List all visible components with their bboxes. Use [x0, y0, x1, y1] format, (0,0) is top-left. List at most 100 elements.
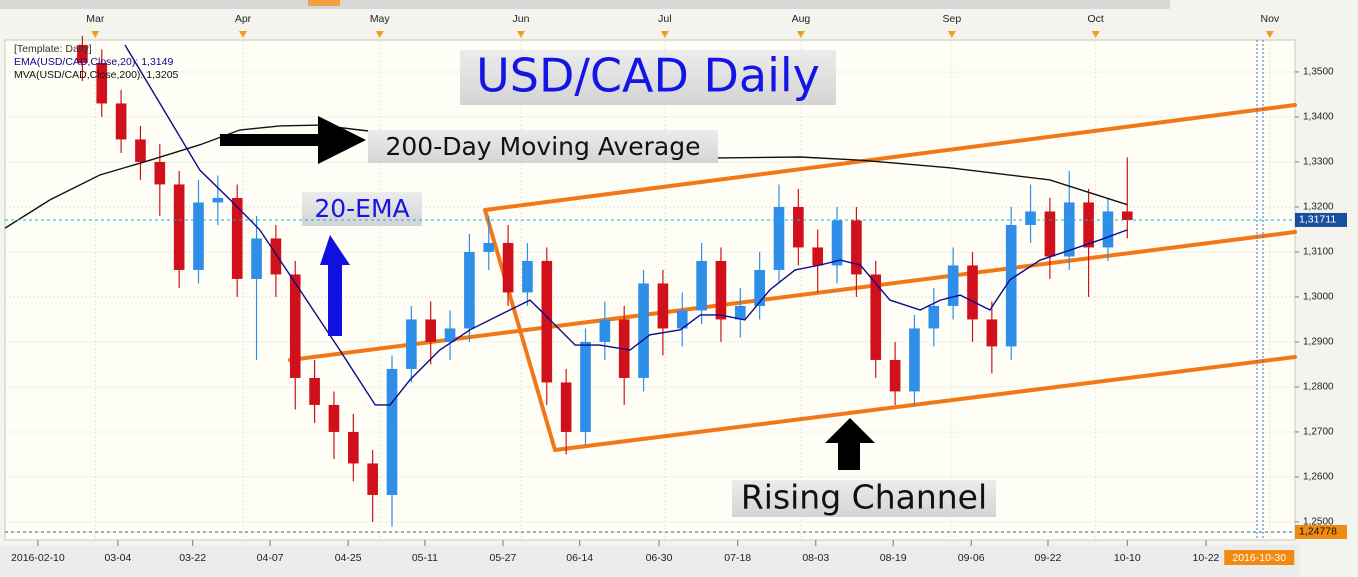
x-tick-label: 06-30 — [646, 552, 673, 564]
legend-header: [Template: Daily] — [14, 43, 92, 55]
candle-body — [1005, 224, 1017, 347]
candle-body — [135, 139, 146, 162]
plot-area — [4, 39, 1296, 541]
candle-body — [928, 305, 940, 329]
candle-body — [328, 404, 340, 432]
candle-body — [870, 274, 882, 360]
candle-body — [231, 197, 243, 279]
candle-body — [309, 377, 320, 405]
candle-body — [1083, 202, 1094, 248]
month-label: Nov — [1261, 13, 1280, 25]
channel-diagonal — [483, 208, 557, 452]
price-plot — [4, 35, 1133, 527]
y-tick-label: 1,2700 — [1303, 427, 1334, 438]
arrow — [320, 235, 350, 336]
candle-body — [464, 251, 475, 329]
cursor-date-label: 2016-10-30 — [1232, 552, 1286, 564]
month-label: May — [370, 13, 391, 25]
candle-body — [522, 260, 533, 293]
candle-body — [386, 368, 398, 495]
candle-body — [444, 328, 456, 342]
candle-body — [347, 431, 359, 464]
label-box — [368, 130, 718, 163]
candle-body — [715, 260, 727, 320]
y-tick-label: 1,3300 — [1303, 157, 1334, 168]
candle-body — [889, 359, 901, 392]
x-tick-label: 03-22 — [179, 552, 206, 564]
indicator-line — [124, 44, 1128, 406]
candle-body — [367, 463, 378, 495]
candle-body — [541, 260, 553, 383]
annotation: 200-Day Moving Average — [386, 132, 701, 161]
candle-body — [754, 269, 765, 306]
price-box — [1295, 212, 1347, 227]
y-tick-label: 1,3400 — [1303, 112, 1334, 123]
candle-body — [560, 382, 572, 432]
candle-body — [812, 247, 824, 266]
label-box — [460, 50, 836, 105]
month-label: Oct — [1088, 13, 1104, 25]
annotation: Rising Channel — [741, 478, 987, 517]
candle-body — [831, 220, 843, 266]
cursor-date-box — [1224, 550, 1295, 565]
candle-body — [851, 220, 862, 275]
x-tick-label: 09-22 — [1035, 552, 1062, 564]
x-tick-label: 10-22 — [1193, 552, 1220, 564]
month-marker — [1091, 31, 1100, 38]
chart-title: USD/CAD Daily — [476, 49, 820, 103]
month-marker — [517, 31, 525, 38]
candle-body — [676, 310, 688, 329]
arrow — [825, 418, 875, 470]
month-marker — [947, 31, 956, 38]
candle-body — [212, 197, 224, 203]
price-label: 1,24778 — [1299, 526, 1337, 538]
candle-body — [96, 62, 108, 104]
price-box — [1295, 524, 1347, 539]
candle-body — [193, 202, 204, 270]
candle-body — [773, 206, 785, 270]
candle-body — [1121, 211, 1133, 220]
annotation: 20-EMA — [314, 194, 409, 223]
month-label: Sep — [943, 13, 962, 25]
candle-body — [1044, 211, 1056, 257]
x-tick-label: 08-03 — [802, 552, 829, 564]
candle-body — [406, 319, 417, 369]
x-tick-label: 10-10 — [1114, 552, 1141, 564]
toolbar — [0, 0, 1170, 9]
candle-body — [77, 44, 88, 63]
candle-body — [580, 341, 591, 432]
y-tick-label: 1,3100 — [1303, 247, 1334, 258]
x-tick-label: 05-11 — [412, 552, 438, 564]
month-label: Apr — [235, 13, 252, 25]
y-tick-label: 1,2900 — [1303, 337, 1334, 348]
month-marker — [1265, 31, 1274, 38]
legend-entry: EMA(USD/CAD,Close,20): 1,3149 — [14, 56, 173, 68]
x-tick-label: 07-18 — [724, 552, 751, 564]
month-label: Jul — [658, 13, 671, 25]
y-tick-label: 1,3000 — [1303, 292, 1334, 303]
toolbar-marker — [308, 0, 340, 6]
candle-body — [986, 319, 998, 347]
candle-body — [967, 265, 978, 320]
x-tick-label: 04-25 — [335, 552, 362, 564]
month-label: Jun — [513, 13, 530, 25]
y-tick-label: 1,3500 — [1303, 67, 1334, 78]
x-tick-label: 09-06 — [958, 552, 985, 564]
month-label: Aug — [792, 13, 811, 25]
candle-body — [115, 103, 127, 140]
month-marker — [660, 31, 669, 38]
candle-body — [657, 283, 669, 329]
candle-body — [1102, 211, 1114, 248]
month-marker — [375, 31, 384, 38]
channel-upper — [483, 103, 1297, 212]
y-tick-label: 1,2500 — [1303, 517, 1334, 528]
candle-body — [425, 319, 437, 342]
y-tick-label: 1,2800 — [1303, 382, 1334, 393]
x-tick-label: 04-07 — [257, 552, 284, 564]
candle-body — [909, 328, 920, 392]
x-tick-label: 06-14 — [566, 552, 593, 564]
candle-body — [154, 161, 166, 185]
y-tick-label: 1,2600 — [1303, 472, 1334, 483]
x-tick-label: 2016-02-10 — [11, 552, 65, 564]
